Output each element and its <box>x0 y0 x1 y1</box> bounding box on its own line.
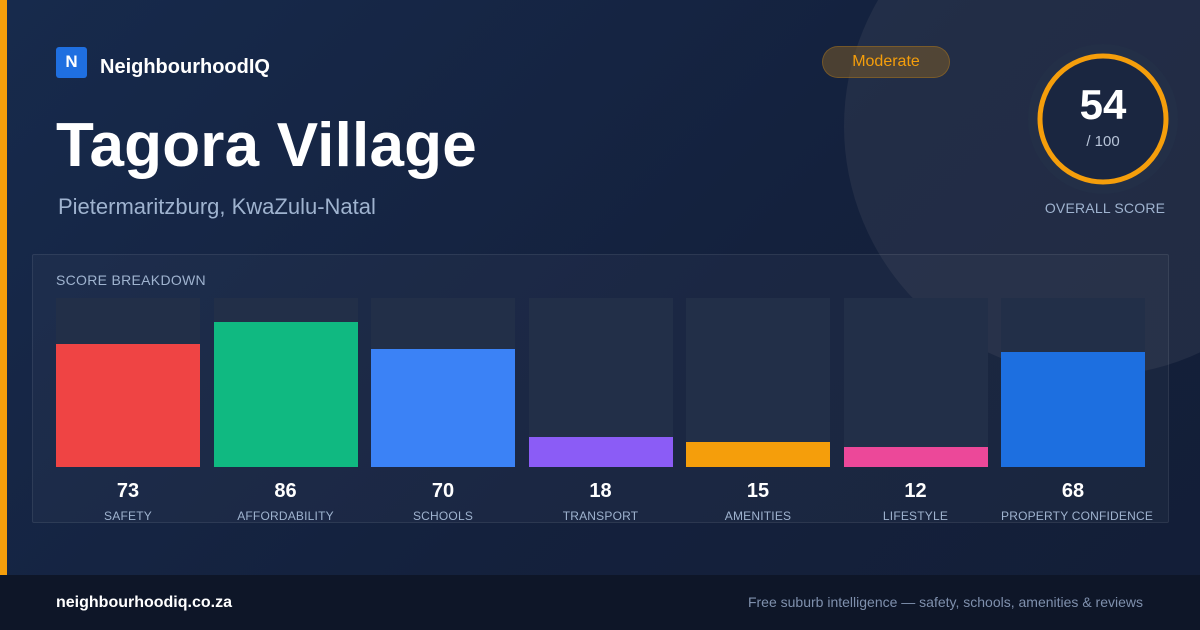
brand: N NeighbourhoodIQ <box>56 46 270 78</box>
footer: neighbourhoodiq.co.za Free suburb intell… <box>0 575 1200 630</box>
bar-value-label: 12 <box>904 480 927 502</box>
bar-track <box>528 298 673 467</box>
bar-value-label: 73 <box>116 480 140 502</box>
overall-score-max: / 100 <box>1086 133 1120 150</box>
bar-fill <box>843 447 988 467</box>
bar-fill <box>213 322 358 467</box>
bar-column-safety: 73 SAFETY <box>56 298 200 523</box>
rating-badge: Moderate <box>822 46 950 78</box>
bar-track <box>56 298 200 467</box>
brand-logo-icon: N <box>56 46 87 78</box>
suburb-title: Tagora Village <box>56 111 477 180</box>
bar-column-lifestyle: 12 LIFESTYLE <box>843 298 988 523</box>
bar-column-property-confidence: 68 PROPERTY CONFIDENCE <box>1001 298 1154 523</box>
bar-value-label: 18 <box>589 480 612 502</box>
bar-column-amenities: 15 AMENITIES <box>686 298 830 523</box>
bar-fill <box>528 437 673 467</box>
bar-column-schools: 70 SCHOOLS <box>371 298 515 523</box>
breakdown-title: SCORE BREAKDOWN <box>56 272 206 288</box>
bar-category-label: LIFESTYLE <box>882 509 949 523</box>
accent-stripe <box>0 0 7 575</box>
bar-fill <box>1001 352 1145 467</box>
bar-column-transport: 18 TRANSPORT <box>528 298 673 523</box>
bar-track <box>213 298 358 467</box>
bar-track <box>843 298 988 467</box>
bar-fill <box>56 344 200 467</box>
score-ring-icon <box>1037 53 1169 185</box>
bar-category-label: SAFETY <box>104 509 152 523</box>
overall-score-gauge: 54 / 100 <box>1028 44 1178 194</box>
bar-category-label: PROPERTY CONFIDENCE <box>1001 509 1154 523</box>
footer-tagline: Free suburb intelligence — safety, schoo… <box>747 594 1143 610</box>
bar-track <box>1001 298 1145 467</box>
bar-value-label: 70 <box>431 480 455 502</box>
brand-name: NeighbourhoodIQ <box>100 55 270 78</box>
bar-column-affordability: 86 AFFORDABILITY <box>213 298 358 523</box>
suburb-location: Pietermaritzburg, KwaZulu-Natal <box>58 194 376 219</box>
overall-score-value: 54 <box>1079 81 1127 128</box>
bar-value-label: 68 <box>1061 480 1085 502</box>
bar-value-label: 86 <box>274 480 297 502</box>
bar-category-label: AMENITIES <box>724 509 792 523</box>
bar-category-label: AFFORDABILITY <box>237 509 334 523</box>
score-breakdown-panel: SCORE BREAKDOWN 73 SAFETY 86 AFFORDABILITY 7… <box>32 254 1169 523</box>
overall-score-caption: OVERALL SCORE <box>1044 200 1166 216</box>
bar-track <box>371 298 515 467</box>
footer-url: neighbourhoodiq.co.za <box>56 594 232 611</box>
bar-value-label: 15 <box>746 480 770 502</box>
bar-fill <box>686 442 830 467</box>
bar-track <box>686 298 830 467</box>
bar-category-label: TRANSPORT <box>562 509 639 523</box>
bar-category-label: SCHOOLS <box>412 509 474 523</box>
bar-fill <box>371 349 515 467</box>
